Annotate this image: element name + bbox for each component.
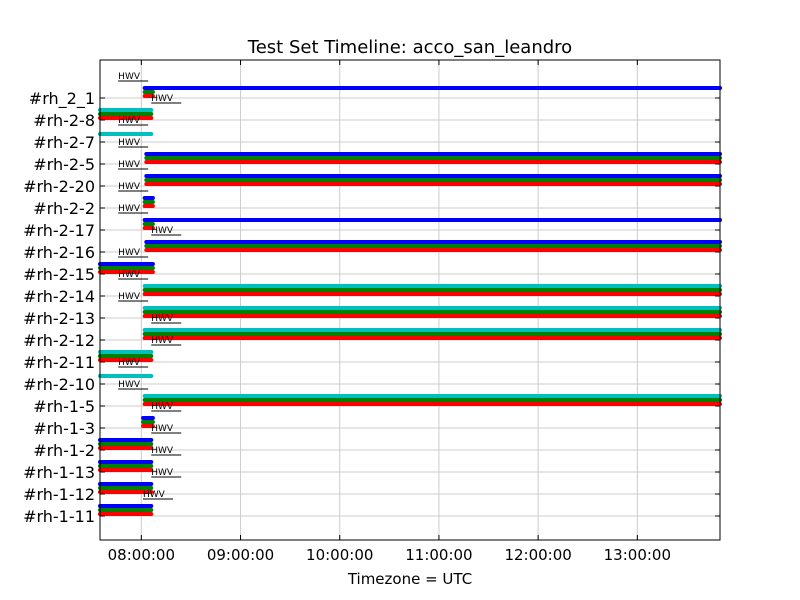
y-tick-label: #rh-1-3 (33, 419, 95, 438)
hwv-marker-label: HWV (118, 138, 141, 148)
hwv-marker-label: HWV (118, 270, 141, 280)
x-tick-label: 11:00:00 (405, 546, 472, 564)
x-tick-label: 12:00:00 (504, 546, 571, 564)
hwv-marker-label: HWV (118, 72, 141, 82)
bars-layer (98, 86, 722, 516)
y-tick-label: #rh-2-15 (23, 265, 95, 284)
grid-layer (100, 60, 720, 540)
hwv-marker-label: HWV (151, 402, 174, 412)
y-tick-label: #rh-2-11 (23, 353, 95, 372)
y-tick-label: #rh-1-13 (23, 463, 95, 482)
hwv-marker-label: HWV (118, 160, 141, 170)
markers-layer: HWV HWV HWV HWV HWV HWV HWV HWV HWV HWV HWV HWV HWV H… (118, 72, 182, 500)
x-tick-label: 08:00:00 (108, 546, 175, 564)
y-tick-label: #rh-2-14 (23, 287, 95, 306)
y-tick-label: #rh-1-11 (23, 507, 95, 526)
hwv-marker-label: HWV (118, 182, 141, 192)
hwv-marker-label: HWV (118, 380, 141, 390)
hwv-marker-label: HWV (151, 446, 174, 456)
hwv-marker-label: HWV (151, 424, 174, 434)
y-tick-label: #rh-2-16 (23, 243, 95, 262)
y-tick-label: #rh-1-5 (33, 397, 95, 416)
hwv-marker-label: HWV (118, 292, 141, 302)
hwv-marker-label: HWV (151, 314, 174, 324)
y-tick-label: #rh-2-10 (23, 375, 95, 394)
y-tick-label: #rh-1-12 (23, 485, 95, 504)
hwv-marker-label: HWV (118, 358, 141, 368)
y-tick-label: #rh-2-8 (33, 111, 95, 130)
x-tick-label: 10:00:00 (306, 546, 373, 564)
hwv-marker-label: HWV (151, 336, 174, 346)
ticks-layer: 08:00:00 09:00:00 10:00:00 11:00:00 12:00:00… (23, 60, 720, 564)
x-tick-label: 09:00:00 (207, 546, 274, 564)
hwv-marker-label: HWV (118, 248, 141, 258)
x-tick-label: 13:00:00 (604, 546, 671, 564)
hwv-marker-label: HWV (151, 468, 174, 478)
hwv-marker-label: HWV (151, 94, 174, 104)
hwv-marker-label: HWV (143, 490, 166, 500)
plot-frame (99, 59, 721, 541)
y-tick-label: #rh_2_1 (29, 89, 95, 109)
hwv-marker-label: HWV (118, 116, 141, 126)
y-tick-label: #rh-2-7 (33, 133, 95, 152)
chart-title: Test Set Timeline: acco_san_leandro (247, 37, 572, 58)
y-tick-label: #rh-2-5 (33, 155, 95, 174)
hwv-marker-label: HWV (118, 204, 141, 214)
hwv-marker-label: HWV (151, 226, 174, 236)
y-tick-label: #rh-2-20 (23, 177, 95, 196)
y-tick-label: #rh-2-17 (23, 221, 95, 240)
y-tick-label: #rh-1-2 (33, 441, 95, 460)
y-tick-label: #rh-2-2 (33, 199, 95, 218)
x-axis-label: Timezone = UTC (347, 570, 472, 588)
y-tick-label: #rh-2-13 (23, 309, 95, 328)
y-tick-label: #rh-2-12 (23, 331, 95, 350)
